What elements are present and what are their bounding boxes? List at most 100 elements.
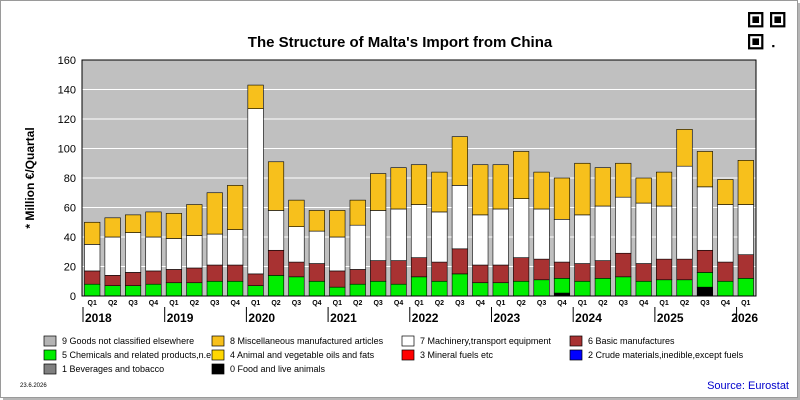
bar-segment [717,280,734,297]
bar-segment [615,196,632,254]
bar-segment [104,236,121,276]
bar-segment [574,162,591,216]
bar-segment [492,208,509,266]
bar-segment [370,210,387,261]
bar-segment [492,282,509,297]
x-tick-label: Q4 [476,300,485,307]
bar-segment [267,249,285,276]
bar-segment [533,258,550,281]
bar-segment [696,272,713,288]
bar-segment [594,277,611,297]
x-tick-label: Q1 [333,300,342,307]
year-label: 2024 [575,311,602,325]
bar-segment [288,261,305,278]
x-tick-label: Q3 [292,300,301,307]
bar-segment [329,236,346,272]
legend-label: 2 Crude materials,inedible,except fuels [588,350,744,360]
x-tick-label: Q4 [557,300,566,307]
bar-segment [288,226,305,263]
legend-swatch [211,349,225,361]
bar-segment [513,257,530,282]
bar-segment [696,186,713,251]
legend-swatch [569,335,583,347]
bar-segment [431,171,448,213]
bar-segment [186,204,203,236]
legend-label: 8 Miscellaneous manufactured articles [230,336,384,346]
x-tick-label: Q2 [598,300,607,307]
bar-segment [635,177,652,204]
bar-segment [717,179,734,205]
bar-segment [206,264,223,282]
plot-area: 0 20 40 60 80 100 120 140 160 Q1 Q2 Q3 Q4 Q1 Q2 Q3 Q4 Q1 Q… [58,55,759,325]
year-label: 2023 [493,311,520,325]
legend-swatch [401,349,415,361]
plot-border [81,59,757,297]
bar-segment [206,192,223,235]
bar-segment [308,263,325,282]
bar-segment [737,277,754,297]
y-tick-label: 80 [64,173,76,185]
bar-segment [288,276,305,297]
bar-segment [574,214,591,264]
x-tick-label: Q4 [312,300,321,307]
bar-segment [247,285,264,297]
bar-segment [696,286,713,297]
legend-swatch [211,363,225,375]
x-tick-label: Q4 [149,300,158,307]
bar-segment [145,211,162,238]
qr-finder-core [752,16,759,23]
bar-segment [737,204,754,256]
bar-segment [267,275,285,297]
legend-swatch [401,335,415,347]
bar-segment [513,151,530,199]
bar-segment [247,108,264,275]
legend-label: 7 Machinery,transport equipment [420,336,551,346]
bar-segment [717,261,734,282]
bar-segment [186,235,203,269]
x-tick-label: Q2 [516,300,525,307]
legend-label: 9 Goods not classified elsewhere [62,336,194,346]
bar-segment [472,164,489,216]
x-tick-label: Q4 [721,300,730,307]
legend-label: 3 Mineral fuels etc [420,350,494,360]
bar-segment [553,177,571,220]
bar-segment [165,282,182,297]
bar-segment [451,248,468,275]
bar-segment [145,270,162,285]
y-tick-label: 40 [64,232,76,244]
bar-segment [84,283,101,297]
qr-finder-core [774,16,781,23]
x-tick-label: Q2 [435,300,444,307]
legend-swatch [43,335,57,347]
bar-segment [186,267,203,284]
bar-segment [227,185,244,230]
bar-segment [104,275,121,286]
x-tick-label: Q3 [210,300,219,307]
qr-finder-core [752,38,759,45]
bar-segment [165,213,182,239]
x-tick-label: Q2 [353,300,362,307]
bar-segment [247,273,264,286]
legend: 9 Goods not classified elsewhere 8 Miscel… [43,335,744,375]
x-tick-label: Q1 [578,300,587,307]
bar-segment [533,208,550,260]
x-tick-label: Q1 [414,300,423,307]
y-tick-label: 100 [58,144,76,156]
bar-segment [696,249,713,273]
bar-segment [431,280,448,297]
bar-segment [533,171,550,210]
bar-segment [615,162,632,198]
bar-segment [676,129,693,167]
legend-label: 0 Food and live animals [230,364,326,374]
bar-segment [472,214,489,266]
x-tick-label: Q3 [455,300,464,307]
x-tick-label: Q1 [88,300,97,307]
x-tick-label: Q1 [251,300,260,307]
bar-segment [186,282,203,297]
bar-segment [451,273,468,297]
bar-segment [247,84,264,109]
date-stamp: 23.6.2026 [20,383,47,389]
bar-segment [574,263,591,282]
legend-swatch [211,335,225,347]
bar-segment [451,185,468,250]
